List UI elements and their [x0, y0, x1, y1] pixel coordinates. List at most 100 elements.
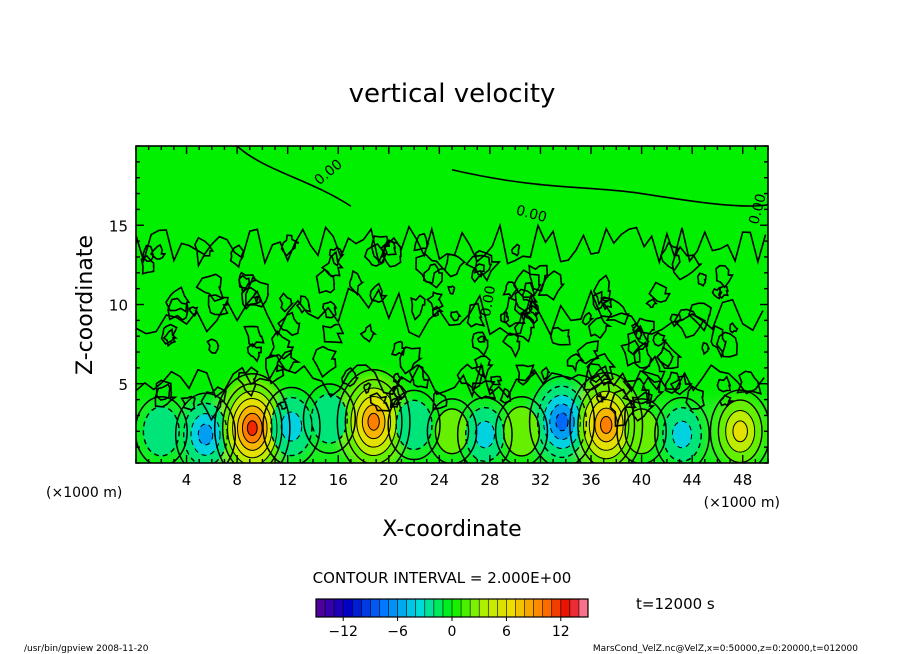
- upper-contour-blob: [540, 366, 551, 381]
- y-axis-label: Z-coordinate: [73, 235, 98, 375]
- upper-contour-blob: [399, 346, 424, 375]
- cell-0: [143, 406, 180, 456]
- cell-level: [367, 413, 380, 431]
- cell-level: [475, 421, 495, 448]
- x-tick-label: 24: [430, 471, 449, 489]
- contour-line: [136, 287, 764, 339]
- colorbar-tick-label: 6: [502, 624, 511, 640]
- upper-contour-blob: [669, 375, 693, 396]
- cell-contour: [350, 387, 397, 457]
- colorbar-segment: [334, 599, 344, 617]
- upper-contour-blob: [180, 395, 196, 411]
- upper-contour-blob: [576, 340, 600, 365]
- upper-contour-blob: [503, 296, 532, 328]
- colorbar-segment: [343, 599, 353, 617]
- upper-contour-blob: [710, 324, 727, 359]
- x-tick-label: 20: [379, 471, 398, 489]
- colorbar-tick-label: 0: [448, 624, 457, 640]
- colorbar-segment: [533, 599, 544, 617]
- colorbar-segment: [406, 599, 417, 617]
- upper-contour-blob: [140, 254, 155, 275]
- upper-contour-blob: [587, 316, 613, 340]
- upper-contour-blob: [370, 235, 391, 265]
- upper-contour-blob: [592, 274, 612, 306]
- zero-contour: [426, 398, 478, 463]
- x-tick-label: 16: [329, 471, 348, 489]
- cell-contour: [549, 403, 575, 441]
- zero-contour: [654, 396, 710, 463]
- upper-contour-blob: [502, 281, 519, 299]
- colorbar-segment: [316, 599, 326, 617]
- colorbar-segment: [397, 599, 408, 617]
- upper-contour-blob: [267, 330, 295, 360]
- cell-contour: [183, 402, 229, 463]
- upper-contour-blob: [652, 331, 668, 347]
- colorbar-segment: [506, 599, 516, 617]
- colorbar-tick-label: −12: [328, 624, 358, 640]
- colorbar-segment: [524, 599, 534, 617]
- upper-contour-blob: [431, 305, 444, 318]
- upper-contour-blob: [513, 288, 539, 317]
- plot-area: 0.000.000.000.00 4 8 12 16 20 24 28 32 36 40 44 48 …: [109, 145, 769, 489]
- y-tick-label: 15: [109, 217, 128, 235]
- colorbar-segment: [542, 599, 553, 617]
- upper-contour-blob: [160, 323, 178, 345]
- contour-value-label: 0.00: [514, 203, 548, 227]
- upper-contour-blob: [279, 401, 288, 410]
- upper-contour-blob: [645, 298, 658, 309]
- colorbar-segment: [433, 599, 444, 617]
- upper-contour-blob: [244, 276, 270, 308]
- upper-contour-blob: [474, 355, 494, 379]
- colorbar-segment: [424, 599, 435, 617]
- upper-contour-blob: [609, 388, 637, 428]
- y-tick-label: 5: [118, 376, 128, 394]
- cell-contour: [434, 408, 470, 455]
- upper-contour-blob: [476, 335, 487, 344]
- cell-contour: [536, 385, 588, 459]
- upper-contour-blob: [149, 243, 167, 260]
- contour-interval-label: CONTOUR INTERVAL = 2.000E+00: [313, 569, 572, 587]
- upper-contour-blob: [390, 340, 406, 357]
- upper-contour-blob: [322, 323, 345, 344]
- upper-contour-blob: [408, 364, 430, 389]
- zero-contour: [136, 395, 188, 463]
- chart-title: vertical velocity: [349, 79, 556, 109]
- upper-contour-blob: [716, 375, 732, 393]
- upper-contour-blob: [602, 297, 630, 326]
- colorbar-segment: [470, 599, 480, 617]
- cell-level: [396, 400, 432, 450]
- x-unit-right: (×1000 m): [704, 495, 780, 511]
- colorbar-segment: [479, 599, 489, 617]
- cell-contour: [583, 390, 630, 460]
- upper-contour-blob: [528, 300, 540, 318]
- colorbar-segment: [388, 599, 398, 617]
- upper-contour-blob: [701, 341, 711, 356]
- cell-contour: [502, 405, 541, 457]
- upper-contour-blob: [243, 325, 265, 348]
- zero-contour: [569, 372, 644, 463]
- upper-contours: [136, 146, 768, 428]
- colorbar-segment: [442, 599, 453, 617]
- upper-contour-blob: [312, 345, 337, 379]
- x-tick-label: 4: [182, 471, 192, 489]
- x-unit-left: (×1000 m): [46, 485, 122, 501]
- footer-right: MarsCond_VelZ.nc@VelZ,x=0:50000,z=0:2000…: [593, 644, 858, 654]
- x-ticks: 4 8 12 16 20 24 28 32 36 40 44 48: [135, 146, 769, 489]
- upper-contour-blob: [502, 332, 521, 359]
- cell-contour: [600, 416, 613, 434]
- colorbar-segment: [551, 599, 562, 617]
- cell-contour: [236, 405, 268, 451]
- colorbar-segment: [578, 599, 589, 617]
- cell-contour: [232, 398, 273, 459]
- x-tick-label: 40: [632, 471, 651, 489]
- colorbar-segment: [370, 599, 380, 617]
- cell-contour: [197, 423, 214, 446]
- upper-contour-blob: [320, 250, 344, 278]
- cell-6: [396, 400, 432, 450]
- time-label: t=12000 s: [636, 595, 715, 613]
- cell-13: [662, 407, 702, 462]
- upper-contour-blob: [586, 352, 617, 387]
- cell-level: [143, 406, 180, 456]
- colorbar-segment: [452, 599, 462, 617]
